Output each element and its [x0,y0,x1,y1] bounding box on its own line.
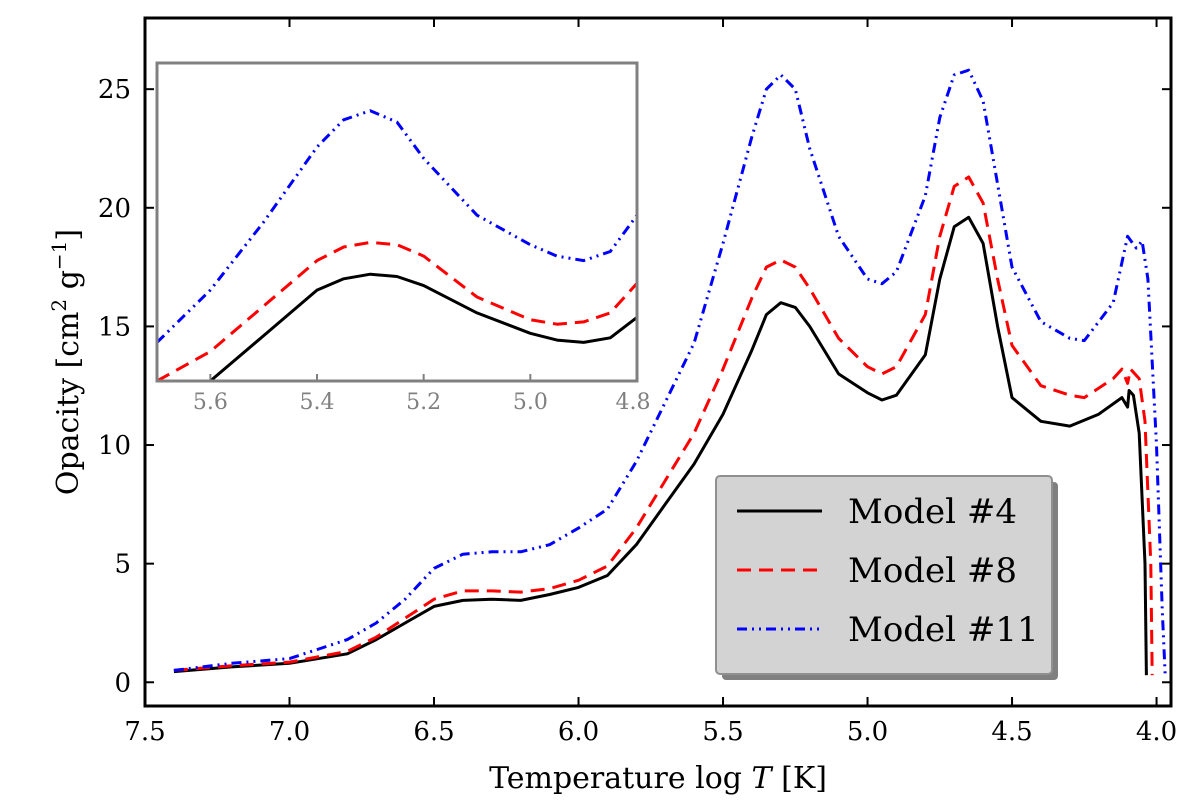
y-tick-label: 15 [98,312,131,342]
x-tick-label: 4.0 [1136,717,1177,747]
series-line-model-11 [173,68,1167,676]
x-tick-label: 7.5 [124,717,165,747]
inset-x-tick-label: 5.4 [300,390,335,415]
x-axis-ticks: 7.5 7.0 6.5 6.0 5.5 5.0 4.5 4.0 [124,18,1177,747]
x-axis-label: Temperature log T [K] [489,761,827,796]
y-axis-ticks: 0 5 10 15 20 25 [98,75,1171,698]
x-tick-label: 5.5 [702,717,743,747]
x-tick-label: 6.5 [413,717,454,747]
series-line-model-8 [173,175,1154,676]
x-tick-label: 7.0 [269,717,310,747]
inset-series-line-model-11 [157,109,637,344]
inset-series-line-model-4 [206,272,637,381]
y-tick-label: 20 [98,194,131,224]
y-tick-label: 10 [98,431,131,461]
plot-frame [143,16,1173,708]
inset-x-axis-ticks: 5.6 5.4 5.2 5.0 4.8 [193,374,651,415]
legend-label-model-8: Model #8 [848,551,1017,591]
main-series-group [173,68,1167,676]
legend-label-model-4: Model #4 [848,492,1017,532]
x-tick-label: 5.0 [847,717,888,747]
legend: Model #4 Model #8 Model #11 [715,475,1058,680]
legend-box [715,475,1053,675]
inset-series-line-model-8 [157,240,637,381]
y-axis-label: Opacity [cm2 g−1] [47,229,86,495]
inset-frame [155,61,639,383]
inset-x-tick-label: 5.6 [193,390,228,415]
inset-x-tick-label: 5.2 [406,390,441,415]
inset-series-group [157,109,637,381]
x-tick-label: 4.5 [991,717,1032,747]
y-tick-label: 25 [98,75,131,105]
x-tick-label: 6.0 [558,717,599,747]
y-tick-label: 5 [114,550,131,580]
inset-x-tick-label: 5.0 [513,390,548,415]
series-line-model-4 [173,215,1148,676]
legend-label-model-11: Model #11 [848,610,1039,650]
inset-background [157,63,637,381]
y-tick-label: 0 [114,668,131,698]
inset-x-tick-label: 4.8 [616,390,651,415]
